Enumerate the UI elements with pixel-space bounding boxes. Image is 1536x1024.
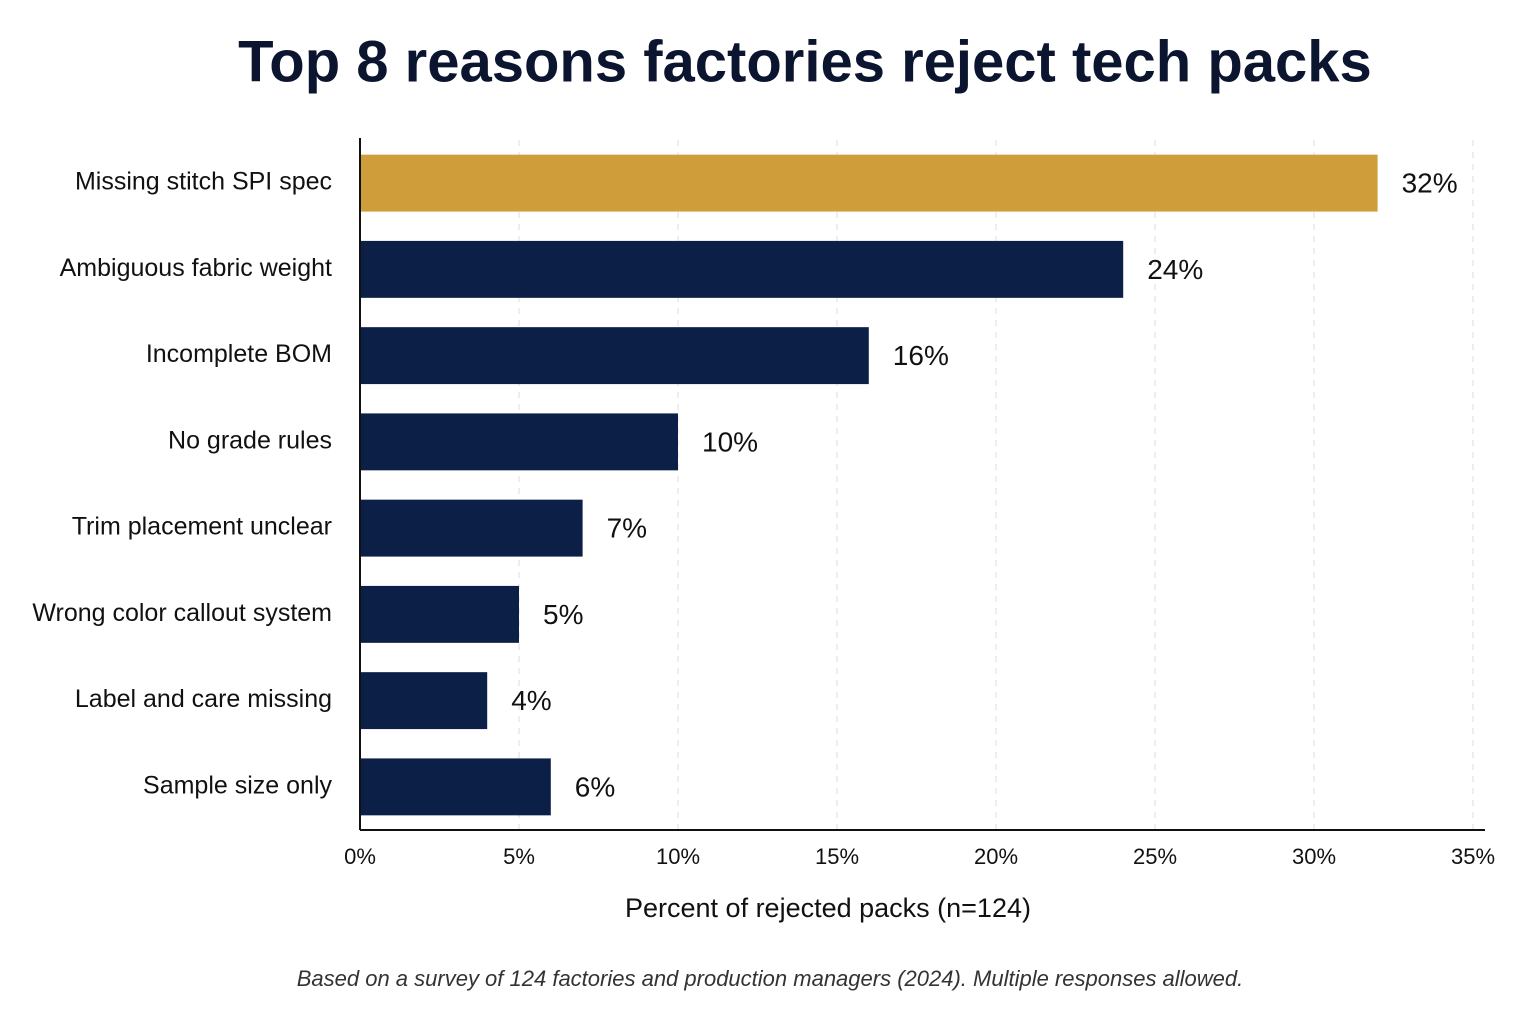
x-tick-label: 25%	[1133, 844, 1177, 869]
x-tick-label: 20%	[974, 844, 1018, 869]
bar	[360, 672, 488, 730]
bar	[360, 758, 551, 816]
category-label: Incomplete BOM	[146, 340, 332, 368]
category-label: Ambiguous fabric weight	[60, 254, 332, 282]
x-tick-label: 10%	[656, 844, 700, 869]
bar	[360, 413, 678, 471]
value-label: 32%	[1402, 168, 1458, 199]
category-label: Wrong color callout system	[32, 599, 332, 627]
bar	[360, 327, 869, 385]
bar	[360, 499, 583, 557]
x-axis-label: Percent of rejected packs (n=124)	[625, 893, 1031, 923]
value-label: 16%	[893, 340, 949, 371]
x-tick-label: 15%	[815, 844, 859, 869]
value-label: 5%	[543, 599, 583, 630]
category-label: Label and care missing	[75, 685, 332, 713]
category-label: No grade rules	[168, 426, 332, 454]
value-label: 6%	[575, 771, 615, 802]
category-label: Missing stitch SPI spec	[75, 168, 332, 196]
x-tick-label: 35%	[1451, 844, 1495, 869]
category-label: Trim placement unclear	[72, 513, 332, 541]
value-label: 4%	[511, 685, 551, 716]
bar	[360, 154, 1378, 212]
value-label: 10%	[702, 426, 758, 457]
value-label: 24%	[1147, 254, 1203, 285]
x-tick-label: 0%	[344, 844, 376, 869]
x-tick-label: 5%	[503, 844, 535, 869]
value-label: 7%	[607, 513, 647, 544]
category-label: Sample size only	[143, 771, 332, 799]
bar	[360, 585, 519, 643]
chart-title: Top 8 reasons factories reject tech pack…	[238, 29, 1372, 94]
bar	[360, 240, 1124, 298]
x-tick-label: 30%	[1292, 844, 1336, 869]
footnote: Based on a survey of 124 factories and p…	[297, 966, 1244, 991]
